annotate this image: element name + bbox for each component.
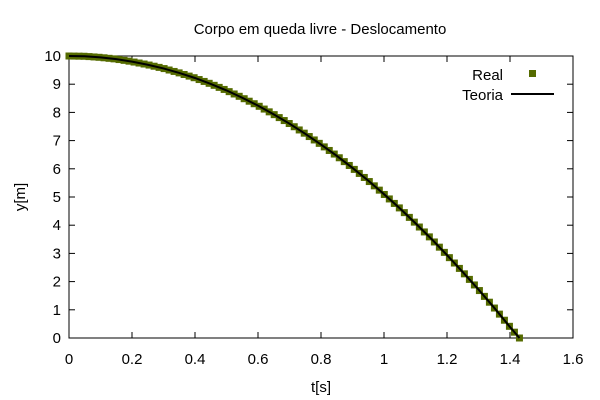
y-tick-label: 3 [53, 245, 61, 262]
x-tick-label: 1 [380, 351, 388, 368]
y-tick-label: 1 [53, 302, 61, 319]
x-tick-label: 1.4 [500, 351, 521, 368]
legend-label-teoria: Teoria [462, 87, 504, 104]
x-axis-label: t[s] [311, 379, 331, 396]
y-tick-label: 2 [53, 274, 61, 291]
y-tick-label: 5 [53, 189, 61, 206]
y-tick-label: 4 [53, 217, 61, 234]
x-tick-label: 1.6 [563, 351, 584, 368]
legend: Real Teoria [462, 67, 554, 104]
series-layer [65, 52, 523, 342]
x-tick-label: 1.2 [437, 351, 458, 368]
chart-title: Corpo em queda livre - Deslocamento [194, 21, 447, 38]
y-tick-label: 6 [53, 161, 61, 178]
x-tick-label: 0 [65, 351, 73, 368]
legend-label-real: Real [472, 67, 503, 84]
y-axis-label: y[m] [12, 183, 29, 211]
y-tick-label: 8 [53, 104, 61, 121]
legend-swatch-real [529, 70, 536, 77]
y-tick-label: 10 [44, 48, 61, 65]
x-tick-label: 0.2 [122, 351, 143, 368]
x-tick-label: 0.8 [311, 351, 332, 368]
y-tick-label: 7 [53, 133, 61, 150]
y-tick-label: 9 [53, 76, 61, 93]
x-tick-label: 0.6 [248, 351, 269, 368]
teoria-line [68, 55, 521, 339]
tick-labels: 0 0.2 0.4 0.6 0.8 1 1.2 1.4 1.6 0 1 2 3 4 5 6 7 8 9 10 [44, 48, 583, 368]
y-tick-label: 0 [53, 330, 61, 347]
x-tick-label: 0.4 [185, 351, 206, 368]
